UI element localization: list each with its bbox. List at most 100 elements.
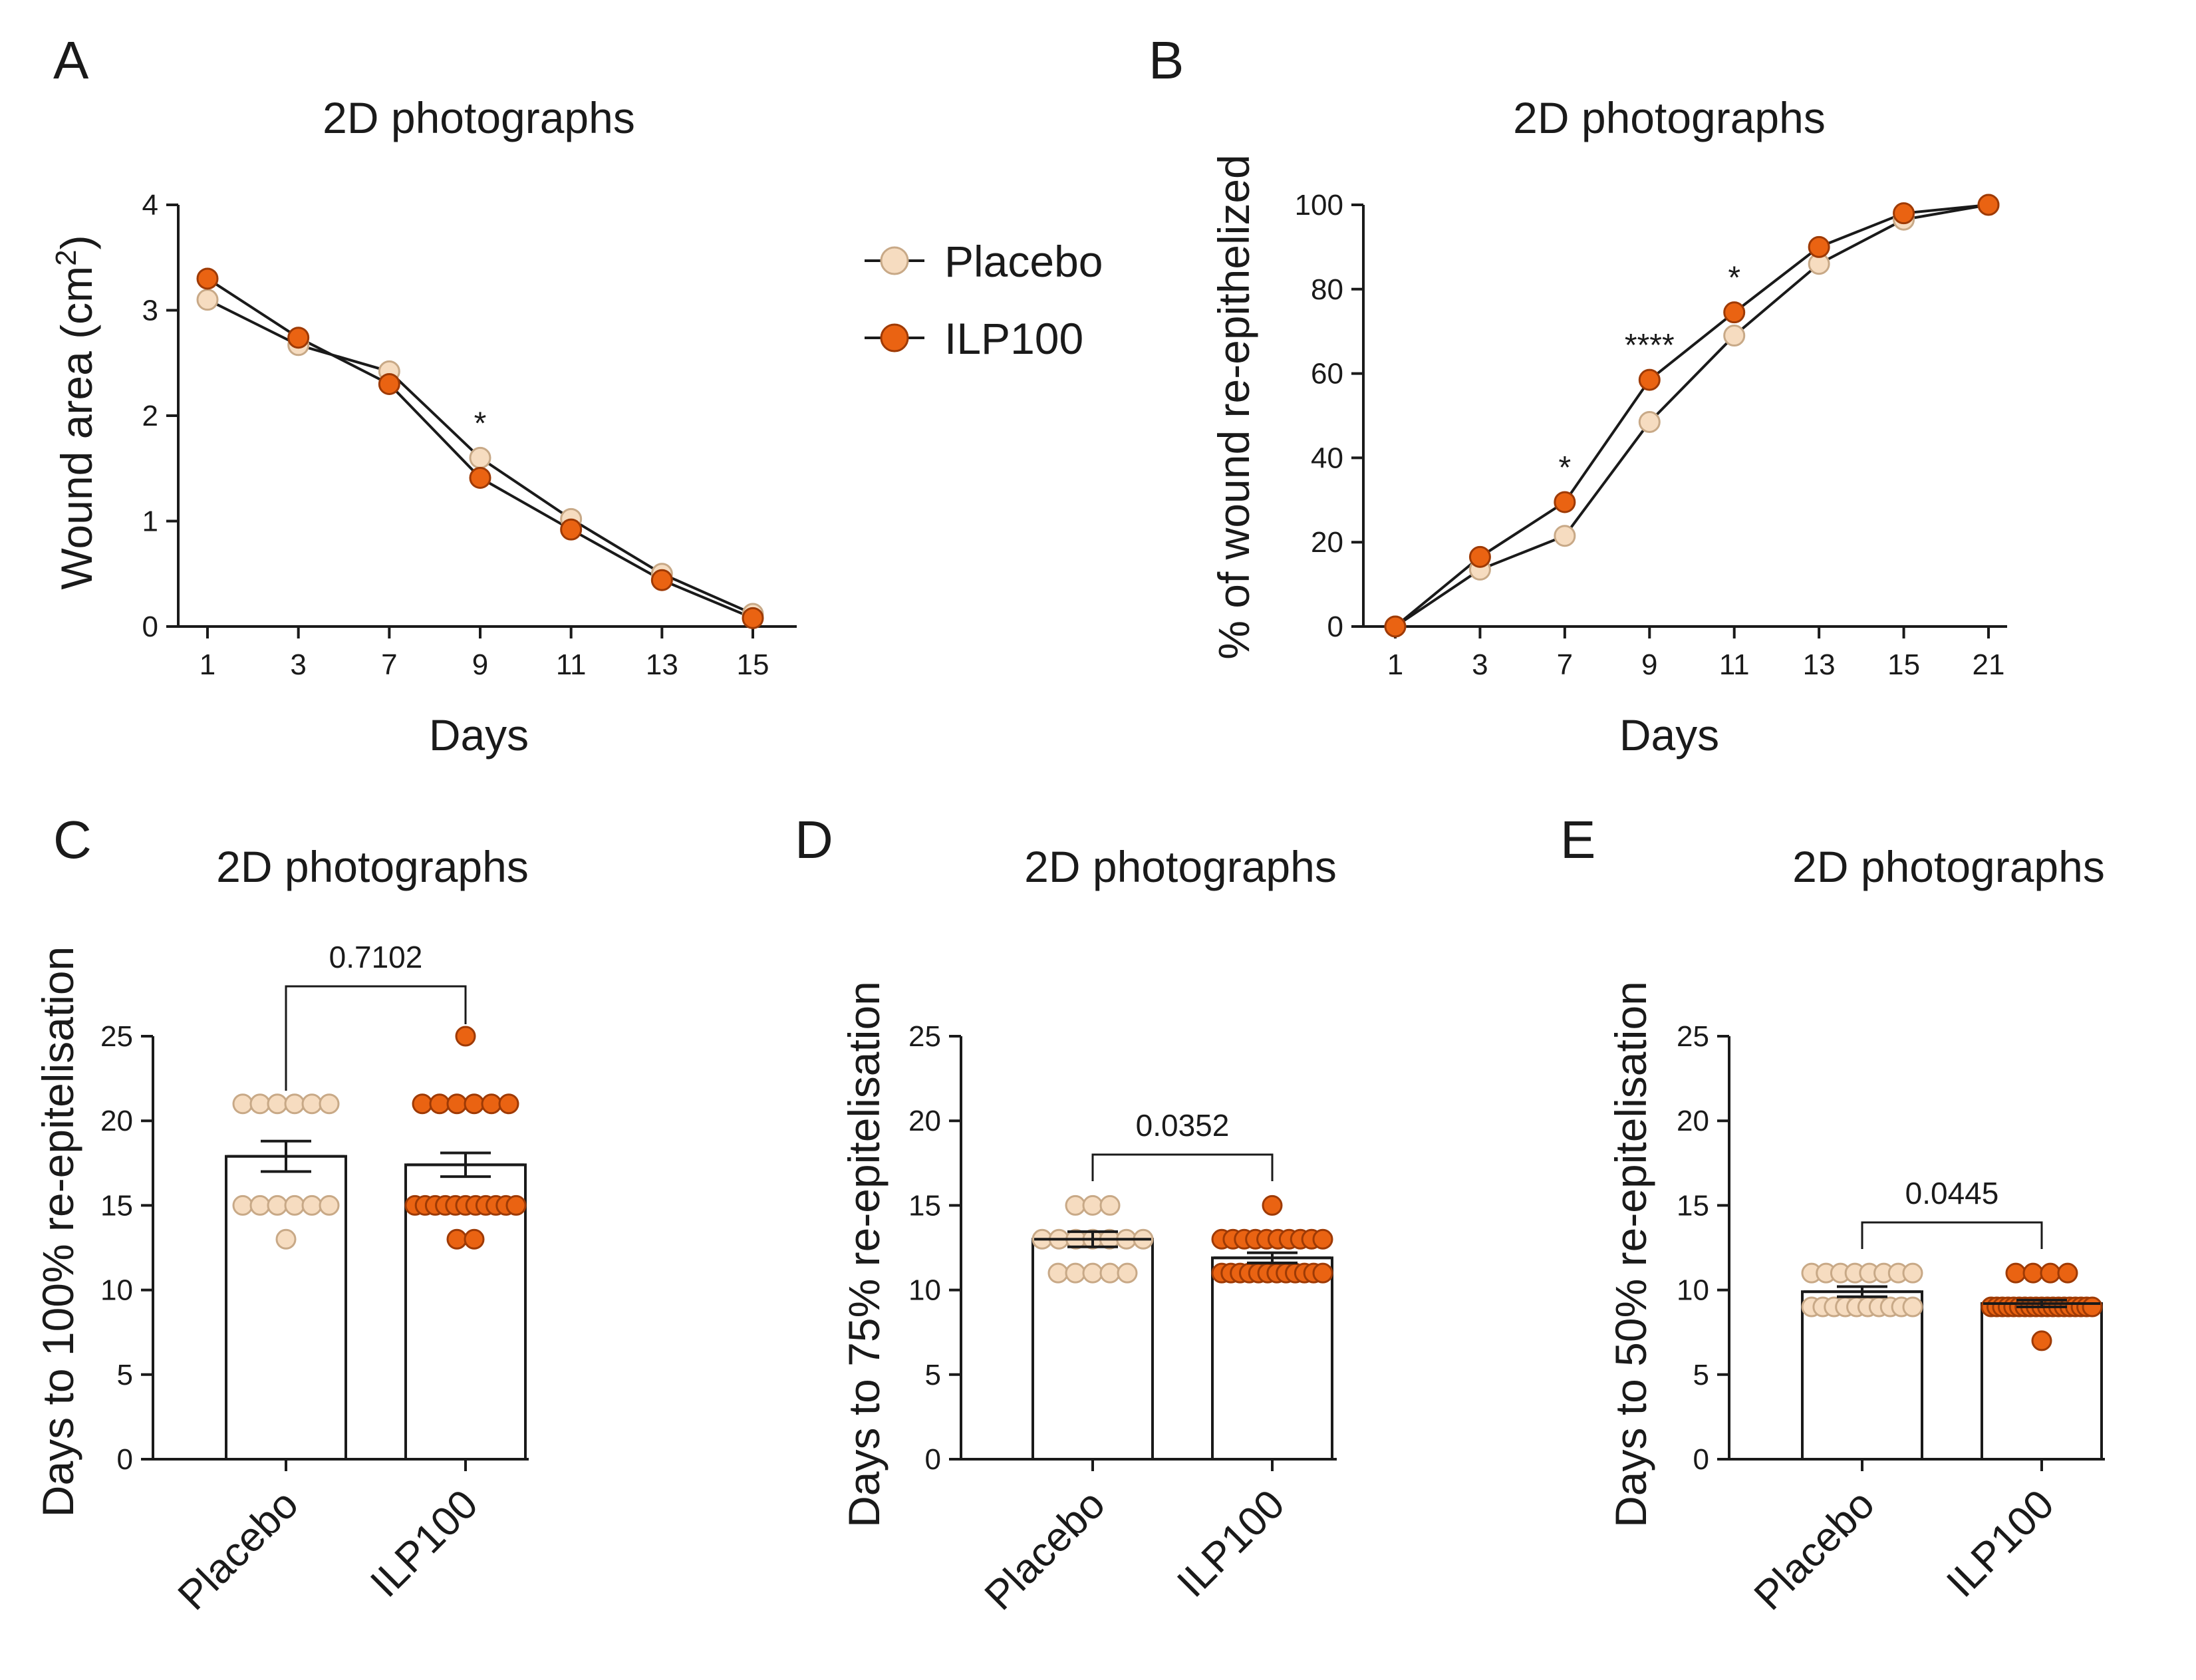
- panel-c-point-ilp100: [481, 1093, 502, 1115]
- panel-d-p-value: 0.0352: [1136, 1108, 1230, 1143]
- panel-a-x-tick-label: 15: [737, 648, 769, 681]
- legend-marker-ilp100: [880, 323, 909, 352]
- panel-a-y-tick-label: 2: [142, 400, 158, 432]
- panel-e-letter: E: [1560, 810, 1595, 869]
- panel-e-ylabel: Days to 50% re-epitelisation: [1606, 981, 1655, 1528]
- panel-d-point-placebo: [1099, 1194, 1121, 1216]
- panel-b-point-placebo: [1554, 525, 1576, 547]
- panel-d-point-ilp100: [1312, 1228, 1333, 1250]
- panel-b-y-tick-label: 80: [1311, 273, 1343, 306]
- panel-e-point-ilp100: [2057, 1262, 2078, 1284]
- panel-e-y-tick-label: 20: [1677, 1105, 1709, 1137]
- panel-b-title: 2D photographs: [1513, 93, 1826, 142]
- panel-e-point-ilp100: [2031, 1330, 2052, 1351]
- panel-d-point-placebo: [1065, 1262, 1086, 1284]
- panel-a-point-placebo: [196, 289, 219, 311]
- panel-d-y-tick-label: 5: [925, 1359, 941, 1391]
- panel-e-y-tick-label: 15: [1677, 1189, 1709, 1222]
- panel-d-point-placebo: [1082, 1194, 1103, 1216]
- panel-c-point-placebo: [232, 1093, 253, 1115]
- panel-a-point-ilp100: [742, 607, 764, 629]
- panel-b-point-ilp100: [1977, 194, 2000, 216]
- panel-d-y-tick-label: 15: [908, 1189, 941, 1222]
- panel-b-x-tick-label: 21: [1973, 648, 2005, 681]
- panel-d-point-placebo: [1082, 1262, 1103, 1284]
- panel-b-x-tick-label: 13: [1803, 648, 1836, 681]
- panel-c-point-ilp100: [446, 1228, 468, 1250]
- panel-b-point-placebo: [1638, 411, 1661, 434]
- panel-c-point-placebo: [301, 1093, 323, 1115]
- panel-d-title: 2D photographs: [1024, 842, 1337, 891]
- panel-a-y-tick-label: 4: [142, 189, 158, 221]
- panel-b-y-tick-label: 40: [1311, 442, 1343, 474]
- panel-d-point-placebo: [1117, 1262, 1138, 1284]
- panel-c-point-placebo: [301, 1194, 323, 1216]
- panel-c-point-placebo: [267, 1194, 288, 1216]
- panel-d-y-tick-label: 20: [908, 1105, 941, 1137]
- panel-b-y-tick-label: 20: [1311, 526, 1343, 559]
- legend-marker-placebo: [880, 246, 909, 275]
- panel-e-point-placebo: [1902, 1296, 1923, 1318]
- panel-e-bar-ilp100: [1981, 1302, 2103, 1461]
- panel-b-point-ilp100: [1554, 491, 1576, 513]
- panel-d-point-placebo: [1065, 1194, 1086, 1216]
- panel-d-y-tick-label: 25: [908, 1020, 941, 1053]
- panel-b-y-tick-label: 60: [1311, 358, 1343, 390]
- panel-b-point-ilp100: [1723, 301, 1746, 324]
- panel-e: E 2D photographs Days to 50% re-epitelis…: [1560, 810, 2105, 1619]
- panel-c-y-tick-label: 15: [100, 1189, 133, 1222]
- panel-c-point-ilp100: [464, 1228, 485, 1250]
- panel-c-point-placebo: [232, 1194, 253, 1216]
- panel-a-x-tick-label: 9: [472, 648, 488, 681]
- panel-a-point-placebo: [469, 446, 491, 469]
- panel-a-y-tick-label: 3: [142, 295, 158, 327]
- panel-e-point-ilp100: [2022, 1262, 2044, 1284]
- panel-a-point-ilp100: [196, 267, 219, 290]
- panel-e-point-ilp100: [2040, 1262, 2061, 1284]
- panel-d-x-tick-label: ILP100: [1168, 1481, 1294, 1606]
- panel-a: A 2D photographs Wound area (cm2) Days 0…: [50, 31, 797, 760]
- panel-b-x-tick-label: 3: [1472, 648, 1488, 681]
- panel-e-bar-placebo: [1801, 1290, 1923, 1461]
- panel-a-point-ilp100: [469, 467, 491, 490]
- panel-b-xlabel: Days: [1619, 710, 1719, 760]
- panel-b: B 2D photographs % of wound re-epitheliz…: [1149, 31, 2007, 760]
- panel-c-x-tick-label: ILP100: [362, 1481, 487, 1606]
- panel-b-x-tick-label: 15: [1887, 648, 1920, 681]
- panel-c-y-tick-label: 10: [100, 1274, 133, 1307]
- panel-c-y-tick-label: 0: [117, 1443, 133, 1476]
- panel-b-point-ilp100: [1893, 202, 1915, 225]
- panel-b-y-tick-label: 100: [1295, 189, 1343, 221]
- panel-c-x-tick-label: Placebo: [170, 1481, 307, 1619]
- panel-b-significance: *: [1559, 450, 1572, 486]
- panel-b-y-tick-label: 0: [1327, 611, 1343, 643]
- panel-e-comparison-bracket: [1861, 1221, 2043, 1249]
- panel-d-comparison-bracket: [1091, 1153, 1274, 1181]
- panel-d-letter: D: [795, 810, 833, 869]
- panel-c-comparison-bracket: [285, 985, 467, 1091]
- panel-a-point-ilp100: [560, 518, 583, 541]
- panel-b-letter: B: [1149, 31, 1184, 90]
- panel-e-y-tick-label: 5: [1693, 1359, 1709, 1391]
- panel-a-ylabel: Wound area (cm2): [50, 235, 102, 589]
- panel-c-point-placebo: [249, 1093, 271, 1115]
- panel-d-point-placebo: [1099, 1262, 1121, 1284]
- panel-e-y-tick-label: 0: [1693, 1443, 1709, 1476]
- panel-e-y-tick-label: 10: [1677, 1274, 1709, 1307]
- panel-e-x-tick-label: ILP100: [1938, 1481, 2063, 1606]
- panel-c-point-placebo: [267, 1093, 288, 1115]
- panel-c-title: 2D photographs: [216, 842, 529, 891]
- legend-label-ilp100: ILP100: [944, 314, 1083, 363]
- panel-e-y-tick-label: 25: [1677, 1020, 1709, 1053]
- panel-c-letter: C: [53, 810, 92, 869]
- panel-a-x-tick-label: 11: [556, 648, 587, 681]
- panel-c-p-value: 0.7102: [329, 940, 423, 974]
- panel-a-point-ilp100: [650, 569, 673, 591]
- panel-e-point-ilp100: [2082, 1296, 2103, 1318]
- panel-b-significance: ****: [1625, 328, 1675, 363]
- panel-a-y-tick-label: 1: [142, 505, 158, 538]
- panel-a-x-tick-label: 7: [381, 648, 397, 681]
- panel-d: D 2D photographs Days to 75% re-epitelis…: [795, 810, 1337, 1619]
- panel-a-letter: A: [53, 31, 89, 90]
